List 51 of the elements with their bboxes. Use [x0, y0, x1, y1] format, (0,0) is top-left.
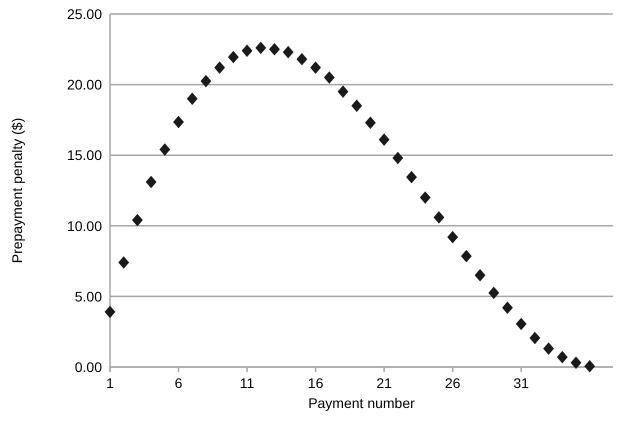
x-axis-title: Payment number: [308, 395, 416, 411]
point: [556, 350, 568, 364]
point: [282, 46, 294, 58]
y-tick-label: 5.00: [74, 288, 102, 304]
point: [516, 318, 527, 330]
point: [474, 268, 486, 282]
x-tick-label: 6: [174, 375, 183, 391]
point: [378, 133, 390, 146]
y-tick-label: 25.00: [66, 6, 102, 22]
y-tick-label: 0.00: [74, 359, 102, 375]
point: [186, 92, 198, 105]
point: [118, 256, 130, 269]
x-tick-label: 1: [106, 375, 114, 391]
point: [146, 176, 157, 188]
y-tick-label: 15.00: [66, 147, 102, 164]
point: [104, 306, 116, 318]
y-axis-title: Prepayment penalty ($): [9, 118, 25, 264]
x-tick-label: 16: [308, 375, 324, 391]
point: [392, 152, 404, 164]
point: [434, 211, 444, 224]
point: [338, 85, 348, 98]
point: [296, 52, 308, 66]
point: [242, 44, 252, 57]
point: [159, 143, 170, 156]
point: [529, 332, 540, 344]
point: [214, 61, 226, 74]
point: [447, 230, 458, 244]
y-tick-label: 20.00: [66, 76, 102, 93]
point: [200, 74, 212, 88]
point: [365, 116, 376, 129]
x-tick-label: 31: [513, 375, 530, 391]
point: [502, 301, 513, 314]
point: [132, 214, 143, 226]
point: [406, 170, 417, 184]
point: [420, 191, 431, 204]
x-tick-label: 21: [376, 375, 392, 391]
point: [460, 250, 472, 262]
point: [173, 116, 184, 128]
point: [324, 71, 335, 84]
point: [269, 43, 280, 56]
point: [310, 61, 321, 74]
point: [584, 360, 596, 373]
point: [570, 356, 582, 370]
x-tick-label: 26: [444, 375, 461, 391]
point: [543, 342, 554, 355]
point: [488, 286, 500, 300]
y-tick-label: 10.00: [66, 218, 102, 234]
x-tick-label: 11: [240, 375, 255, 391]
point: [255, 42, 266, 54]
point: [351, 100, 362, 112]
point: [228, 50, 239, 64]
